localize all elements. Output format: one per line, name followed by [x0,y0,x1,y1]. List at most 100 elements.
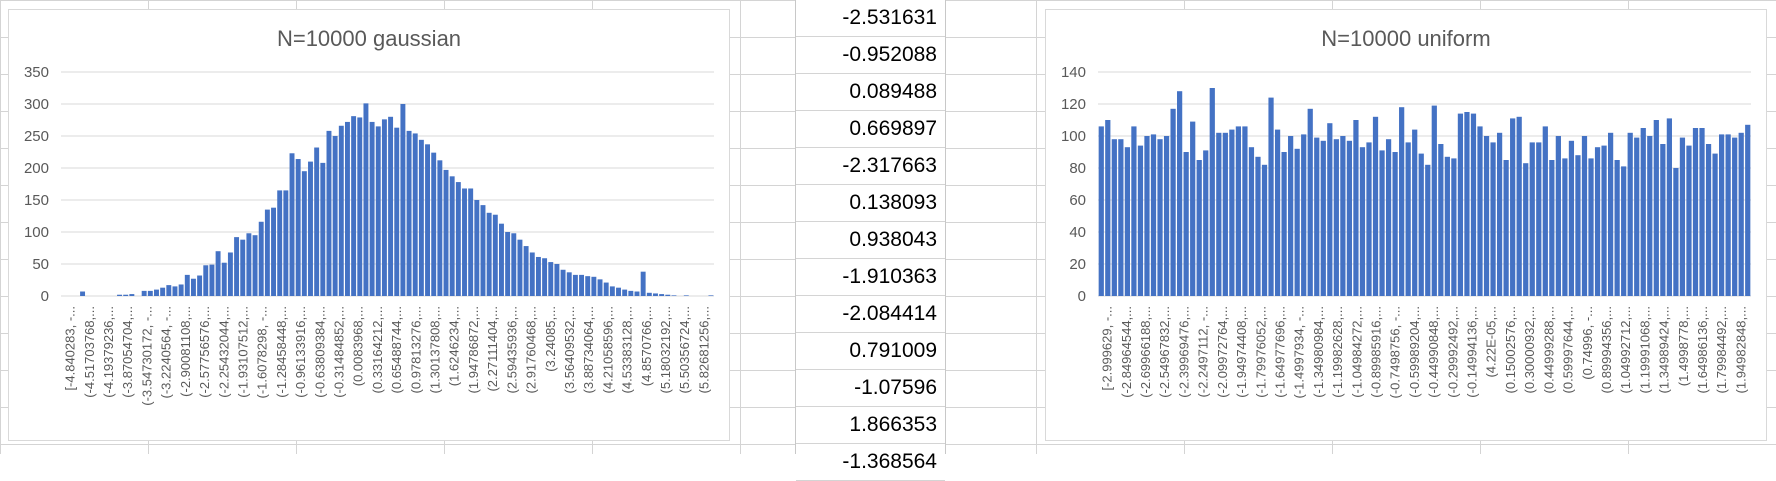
histogram-bar [529,252,535,296]
histogram-bar [277,190,283,296]
histogram-bar [369,121,375,296]
histogram-bar [1229,129,1235,296]
histogram-bar [480,205,486,296]
x-tick-label: (4.22E-05,... [1484,306,1499,378]
x-tick-label: (-0.31484852,... [331,306,346,398]
histogram-bar [190,278,196,296]
histogram-bar [1503,160,1509,296]
value-cell[interactable]: -1.07596 [796,370,945,407]
histogram-bar [1614,160,1620,296]
histogram-bar [1261,164,1268,296]
histogram-bar [1705,144,1712,296]
histogram-bar [560,269,566,296]
x-tick-label: (3.56409532,... [562,306,577,393]
histogram-bar [400,104,406,296]
histogram-bar [1366,142,1372,296]
value-cell[interactable]: -2.531631 [796,0,945,37]
x-tick-label: (-1.93107512,... [235,306,250,398]
value-cell[interactable]: 0.089488 [796,74,945,111]
histogram-bar [1425,164,1431,296]
value-cell[interactable]: 0.938043 [796,222,945,259]
histogram-bar [1248,147,1255,296]
x-tick-label: (1.6246234,... [447,306,462,386]
value-column: -2.531631 -0.952088 0.089488 0.669897 -2.317… [795,0,946,481]
x-tick-label: (-4.19379236,... [101,306,116,398]
histogram-bar [332,136,338,296]
histogram-bar [1457,113,1464,296]
histogram-bar [1555,136,1561,296]
value-cell[interactable]: 1.866353 [796,407,945,444]
histogram-bar [1464,112,1470,296]
value-cell[interactable]: -1.368564 [796,444,945,481]
x-tick-label: (-0.7498756, -... [1388,306,1403,399]
histogram-bar [1660,144,1666,296]
histogram-bar [1268,97,1274,296]
histogram-bar [1320,140,1326,296]
histogram-bar [221,262,227,296]
histogram-bar [252,235,258,296]
histogram-bar [295,159,301,296]
histogram-bar [535,256,541,296]
x-tick-label: (-0.63809384,... [312,306,327,398]
histogram-bar [1392,152,1398,296]
histogram-bar [363,103,369,296]
histogram-bar [1222,132,1228,296]
x-tick-label: (4.53383128,... [620,306,635,393]
histogram-bar [1379,150,1385,296]
histogram-bar [406,130,412,296]
uniform-histogram-chart[interactable]: N=10000 uniform 0 20 40 60 80 100 120 140 [-2.999… [1045,9,1767,441]
y-tick-label: 200 [24,160,49,177]
histogram-bar [1588,158,1594,296]
histogram-bar [1686,145,1692,296]
value-cell[interactable]: 0.791009 [796,333,945,370]
y-tick-label: 0 [1078,288,1086,305]
histogram-bar [203,265,209,296]
histogram-bar [1111,139,1117,296]
x-tick-label: (-2.54967832,... [1157,306,1172,398]
x-tick-label: (0.59997644,... [1561,306,1576,393]
histogram-bar [1640,128,1646,296]
histogram-bar [1203,150,1209,296]
value-cell[interactable]: -0.952088 [796,37,945,74]
x-tick-label: (1.30137808,... [428,306,443,393]
histogram-bar [640,271,646,296]
histogram-bar [1216,132,1222,296]
x-tick-label: (2.59435936,... [504,306,519,393]
histogram-bar [548,262,554,296]
chart-title: N=10000 gaussian [277,26,461,51]
x-tick-label: [-2.999629, -... [1100,306,1115,391]
x-tick-label: (-2.90081108,... [178,306,193,397]
value-cell[interactable]: 0.669897 [796,111,945,148]
histogram-bar [1372,116,1379,296]
value-cell[interactable]: -1.910363 [796,259,945,296]
x-tick-label: (1.79984492,... [1714,306,1729,393]
histogram-bar [1144,136,1150,296]
x-tick-label: (0.15002576,... [1503,306,1518,393]
histogram-bar [653,293,658,296]
x-tick-label: (3.88734064,... [581,306,596,393]
x-tick-label: (5.82681256,... [696,306,711,393]
x-tick-label: (1.34989424,... [1657,306,1672,393]
histogram-bar [1209,88,1215,296]
histogram-bar [394,127,400,297]
x-tick-label: (-1.04984272,... [1349,306,1364,398]
value-cell[interactable]: -2.084414 [796,296,945,333]
histogram-bar [344,121,350,296]
histogram-bar [683,295,689,296]
histogram-bar [1118,139,1124,296]
histogram-bar [659,294,665,296]
histogram-bar [1137,145,1144,296]
y-tick-label: 300 [24,96,49,113]
histogram-bar [1333,139,1339,296]
histogram-bar [1470,113,1477,296]
histogram-bar [1738,132,1744,296]
histogram-bar [1483,136,1490,296]
value-cell[interactable]: -2.317663 [796,148,945,185]
histogram-bar [1235,126,1242,297]
histogram-bar [1124,147,1130,296]
x-tick-label: (0.97813276,... [408,306,423,393]
gaussian-histogram-chart[interactable]: N=10000 gaussian 0 50 100 150 200 250 300 350 [-4… [8,9,730,441]
x-tick-label: (-1.79976052,... [1253,306,1268,398]
x-tick-label: (0.89994356,... [1599,306,1614,393]
value-cell[interactable]: 0.138093 [796,185,945,222]
